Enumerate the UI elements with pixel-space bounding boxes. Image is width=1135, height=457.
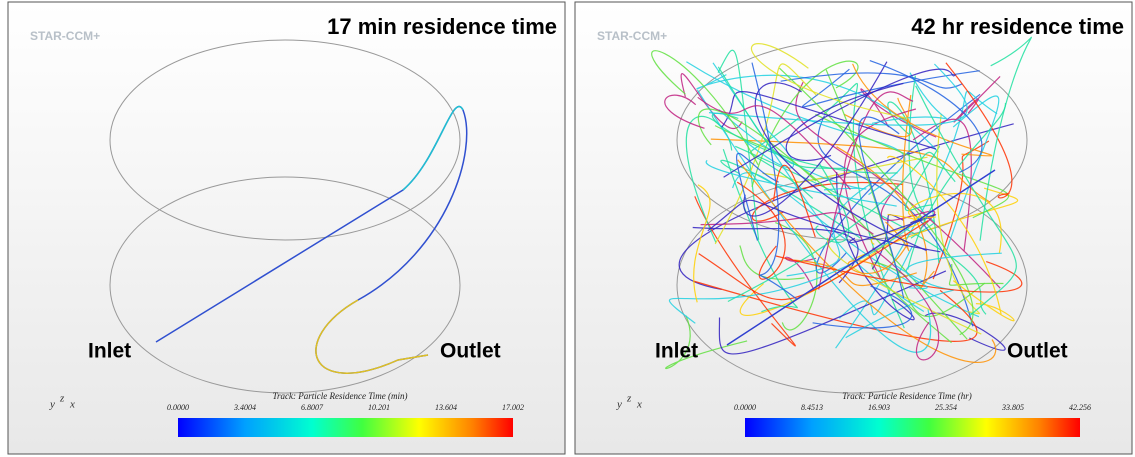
triad-label: y [616, 399, 622, 411]
colorbar-title: Track: Particle Residence Time (hr) [842, 391, 971, 401]
colorbar-tick-label: 25.354 [935, 403, 957, 412]
logo: STAR-CCM+ [30, 29, 100, 43]
colorbar-tick-label: 8.4513 [801, 403, 823, 412]
inlet-label: Inlet [655, 340, 698, 363]
triad-label: x [636, 399, 642, 411]
logo: STAR-CCM+ [597, 29, 667, 43]
colorbar-tick-label: 0.0000 [167, 403, 189, 412]
panel-title: 17 min residence time [327, 14, 557, 39]
colorbar [745, 418, 1080, 437]
colorbar-tick-label: 33.805 [1001, 403, 1024, 412]
triad-label: z [626, 393, 632, 405]
colorbar-tick-label: 13.604 [435, 403, 457, 412]
colorbar-tick-label: 42.256 [1069, 403, 1091, 412]
colorbar-tick-label: 10.201 [368, 403, 390, 412]
colorbar [178, 418, 513, 437]
panel-title: 42 hr residence time [911, 14, 1124, 39]
triad-label: y [49, 399, 55, 411]
colorbar-title: Track: Particle Residence Time (min) [273, 391, 408, 401]
page: STAR-CCM+ 17 min residence time Inlet Outle… [0, 0, 1135, 457]
colorbar-tick-label: 0.0000 [734, 403, 756, 412]
triad-label: x [69, 399, 75, 411]
panel [575, 2, 1132, 454]
outlet-label: Outlet [440, 340, 501, 363]
outlet-label: Outlet [1007, 340, 1068, 363]
colorbar-tick-label: 6.8007 [301, 403, 324, 412]
colorbar-tick-label: 17.002 [502, 403, 524, 412]
colorbar-tick-label: 3.4004 [233, 403, 256, 412]
screenshot: STAR-CCM+ 17 min residence time Inlet Outle… [0, 0, 1135, 457]
triad-label: z [59, 393, 65, 405]
panel [8, 2, 565, 454]
inlet-label: Inlet [88, 340, 131, 363]
colorbar-tick-label: 16.903 [868, 403, 890, 412]
